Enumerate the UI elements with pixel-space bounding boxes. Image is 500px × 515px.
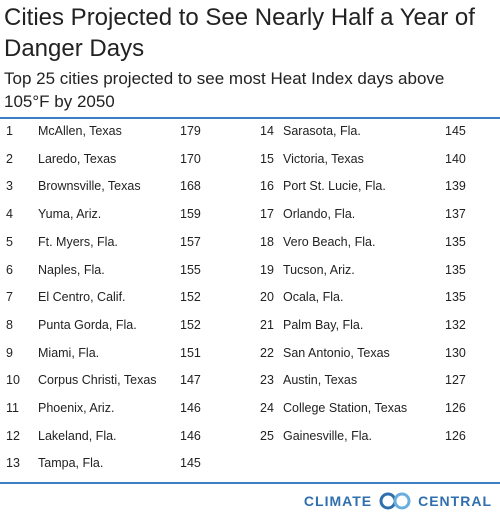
- rank: 10: [6, 373, 20, 388]
- rank: 5: [6, 234, 13, 249]
- city: Punta Gorda, Fla.: [38, 317, 137, 332]
- city: Naples, Fla.: [38, 262, 105, 277]
- days: 145: [180, 456, 201, 471]
- city: Yuma, Ariz.: [38, 207, 102, 222]
- days: 152: [180, 317, 201, 332]
- rank: 16: [260, 179, 274, 194]
- days: 135: [445, 290, 466, 305]
- rank: 9: [6, 345, 13, 360]
- city: Palm Bay, Fla.: [283, 317, 364, 332]
- rank: 11: [6, 401, 19, 415]
- city: Ft. Myers, Fla.: [38, 234, 118, 249]
- days: 145: [445, 124, 466, 138]
- days: 130: [445, 345, 466, 360]
- subtitle: Top 25 cities projected to see most Heat…: [4, 69, 445, 111]
- rank: 24: [260, 401, 274, 415]
- days: 146: [180, 428, 201, 443]
- days: 170: [180, 151, 201, 166]
- city: San Antonio, Texas: [283, 345, 390, 360]
- city: Victoria, Texas: [283, 151, 364, 166]
- days: 168: [180, 179, 201, 194]
- rank: 18: [260, 234, 274, 249]
- city: Lakeland, Fla.: [38, 428, 117, 443]
- rank: 7: [6, 290, 13, 305]
- city: Port St. Lucie, Fla.: [283, 179, 386, 194]
- days: 157: [180, 234, 201, 249]
- city: McAllen, Texas: [38, 124, 122, 138]
- title: Cities Projected to See Nearly Half a Ye…: [4, 4, 475, 62]
- rank: 8: [6, 317, 13, 332]
- rank: 13: [6, 456, 20, 471]
- days: 159: [180, 207, 201, 222]
- days: 152: [180, 290, 201, 305]
- days: 147: [180, 373, 201, 388]
- rank: 6: [6, 262, 13, 277]
- city: Orlando, Fla.: [283, 207, 356, 222]
- days: 151: [180, 345, 201, 360]
- rank: 2: [6, 151, 13, 166]
- city: Vero Beach, Fla.: [283, 234, 376, 249]
- rank: 21: [260, 317, 274, 332]
- days: 137: [445, 207, 466, 222]
- days: 135: [445, 234, 466, 249]
- top-rule: [0, 117, 500, 119]
- rank: 20: [260, 290, 274, 305]
- rank: 3: [6, 179, 13, 194]
- rank: 25: [260, 428, 274, 443]
- rank: 4: [6, 207, 13, 222]
- rank: 15: [260, 151, 274, 166]
- city: Sarasota, Fla.: [283, 124, 361, 138]
- rank: 12: [6, 428, 20, 443]
- days: 179: [180, 124, 201, 138]
- logo-icon: [379, 492, 411, 510]
- days: 155: [180, 262, 201, 277]
- city: Tucson, Ariz.: [283, 262, 355, 277]
- city: Gainesville, Fla.: [283, 428, 372, 443]
- days: 126: [445, 401, 466, 415]
- days: 132: [445, 317, 466, 332]
- city: College Station, Texas: [283, 401, 408, 415]
- days: 146: [180, 401, 201, 415]
- city: Tampa, Fla.: [38, 456, 104, 471]
- city: Brownsville, Texas: [38, 179, 141, 194]
- city: Miami, Fla.: [38, 345, 100, 360]
- rank: 1: [6, 124, 13, 138]
- days: 127: [445, 373, 466, 388]
- logo: CLIMATE CENTRAL: [304, 491, 492, 511]
- days: 139: [445, 179, 466, 194]
- rank: 23: [260, 373, 274, 388]
- days: 140: [445, 151, 466, 166]
- days: 135: [445, 262, 466, 277]
- days: 126: [445, 428, 466, 443]
- city: Corpus Christi, Texas: [38, 373, 157, 388]
- city: Phoenix, Ariz.: [38, 401, 115, 415]
- logo-text: CLIMATE: [303, 493, 373, 509]
- rank: 19: [260, 262, 274, 277]
- city: Austin, Texas: [283, 373, 358, 388]
- rank: 17: [260, 207, 274, 222]
- logo-text: CENTRAL: [418, 493, 492, 509]
- city: Ocala, Fla.: [283, 290, 344, 305]
- rank: 22: [260, 345, 274, 360]
- rank: 14: [260, 124, 274, 138]
- bottom-rule: [0, 482, 500, 484]
- city: Laredo, Texas: [38, 151, 117, 166]
- city: El Centro, Calif.: [38, 290, 126, 305]
